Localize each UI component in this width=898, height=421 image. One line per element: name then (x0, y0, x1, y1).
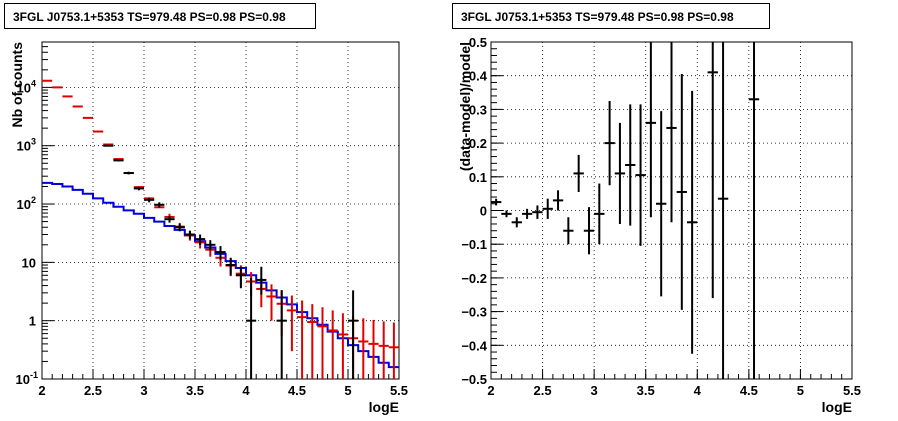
left-y-tick-label: 103 (17, 137, 36, 154)
left-y-label: Nb of counts (9, 42, 25, 128)
right-x-tick-label: 3.5 (637, 383, 655, 398)
left-x-tick-label: 2.5 (84, 383, 102, 398)
left-title: 3FGL J0753.1+5353 TS=979.48 PS=0.98 PS=0… (4, 3, 316, 29)
right-y-tick-label: −0.5 (461, 372, 487, 387)
right-x-label: logE (822, 399, 852, 415)
right-x-tick-label: 2 (487, 383, 494, 398)
right-y-tick-label: −0.4 (461, 338, 487, 353)
left-x-tick-label: 3.5 (186, 383, 204, 398)
right-y-label: (data-model)/model (457, 42, 473, 171)
left-x-label: logE (369, 399, 399, 415)
right-y-tick-label: 0 (480, 204, 487, 219)
right-y-tick-label: −0.2 (461, 271, 487, 286)
right-title: 3FGL J0753.1+5353 TS=979.48 PS=0.98 PS=0… (452, 3, 770, 29)
right-x-tick-label: 4 (694, 383, 702, 398)
right-x-tick-label: 2.5 (534, 383, 552, 398)
left-x-tick-label: 5.5 (390, 383, 408, 398)
right-y-tick-label: 0.5 (469, 35, 487, 50)
left-x-tick-label: 5 (344, 383, 351, 398)
right-x-tick-label: 5.5 (843, 383, 861, 398)
right-y-tick-label: −0.1 (461, 237, 487, 252)
left-x-tick-label: 2 (38, 383, 45, 398)
right-x-tick-label: 5 (797, 383, 804, 398)
left-x-tick-label: 4.5 (288, 383, 306, 398)
left-x-tick-label: 3 (140, 383, 147, 398)
right-x-tick-label: 3 (591, 383, 598, 398)
left-x-tick-label: 4 (242, 383, 250, 398)
left-model-line (42, 181, 399, 369)
left-y-tick-label: 1 (29, 314, 36, 329)
right-x-tick-label: 4.5 (740, 383, 758, 398)
left-frame (41, 41, 400, 380)
right-y-tick-label: 0.3 (469, 102, 487, 117)
right-y-tick-label: 0.2 (469, 136, 487, 151)
right-y-tick-label: −0.3 (461, 305, 487, 320)
left-y-tick-label: 104 (17, 78, 36, 95)
right-y-tick-label: 0.1 (469, 170, 487, 185)
left-y-tick-label: 10 (22, 255, 36, 270)
left-y-tick-label: 10-1 (16, 370, 38, 387)
left-y-tick-label: 102 (17, 195, 36, 212)
right-y-tick-label: 0.4 (469, 69, 488, 84)
